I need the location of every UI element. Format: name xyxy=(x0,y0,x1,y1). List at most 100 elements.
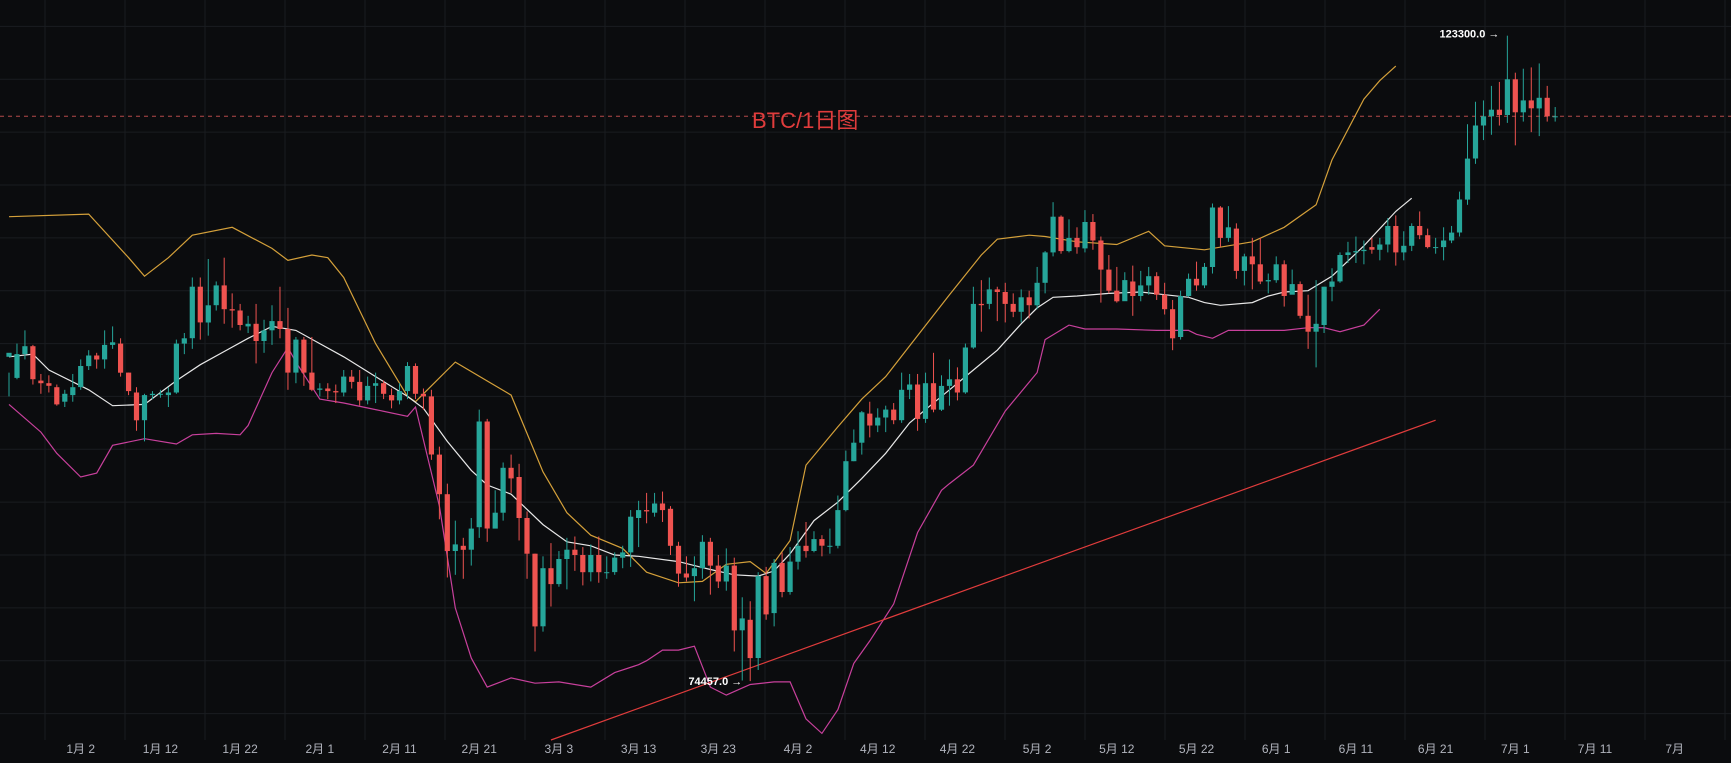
candle-body xyxy=(389,395,395,401)
x-tick-label: 6月 11 xyxy=(1339,742,1374,756)
candle xyxy=(1345,241,1351,263)
candle xyxy=(452,520,458,575)
candle xyxy=(70,373,76,402)
x-tick-label: 4月 12 xyxy=(860,742,896,756)
candle xyxy=(532,553,538,652)
candle xyxy=(301,336,307,386)
candle xyxy=(460,537,466,579)
candle-body xyxy=(1337,255,1343,282)
candle-body xyxy=(1082,222,1088,249)
candle xyxy=(1130,265,1136,316)
candle xyxy=(1385,218,1391,253)
candle xyxy=(373,372,379,404)
candle-body xyxy=(1488,109,1494,117)
candle-body xyxy=(165,392,171,396)
candle-body xyxy=(1138,285,1144,296)
candle xyxy=(1162,282,1168,315)
candle xyxy=(1417,211,1423,240)
candle xyxy=(1393,215,1399,266)
candle xyxy=(261,319,267,353)
candle-body xyxy=(476,421,482,528)
candle xyxy=(978,280,984,332)
candle-body xyxy=(1209,207,1216,267)
candle xyxy=(1114,266,1120,303)
candle-body xyxy=(779,562,785,592)
candle-body xyxy=(1313,323,1319,332)
candle xyxy=(1433,237,1439,254)
candle-body xyxy=(922,383,929,419)
candle-body xyxy=(962,347,968,393)
candle xyxy=(86,350,92,370)
candle-body xyxy=(373,383,379,386)
candle-body xyxy=(1377,244,1383,250)
candle xyxy=(604,556,610,579)
candle xyxy=(62,389,68,407)
candle-body xyxy=(1441,240,1447,248)
candle-body xyxy=(875,417,881,426)
candle xyxy=(644,492,650,524)
candle xyxy=(652,492,658,517)
high-arrow-icon: → xyxy=(1488,29,1499,41)
x-tick-label: 3月 23 xyxy=(701,742,737,756)
candle-body xyxy=(516,477,522,518)
candle-body xyxy=(213,285,219,306)
candle xyxy=(970,286,976,349)
candle-body xyxy=(436,454,442,495)
candle xyxy=(763,566,769,620)
x-tick-label: 3月 3 xyxy=(545,742,574,756)
candle xyxy=(1178,290,1184,340)
candle xyxy=(739,597,745,681)
candle-body xyxy=(1385,226,1391,245)
candle-body xyxy=(1050,216,1056,253)
candle xyxy=(811,531,817,553)
candle-body xyxy=(1098,240,1104,270)
candle-body xyxy=(1281,264,1287,296)
candle-body xyxy=(420,393,426,397)
candle-body xyxy=(444,494,450,551)
candle-body xyxy=(1464,158,1471,200)
candle xyxy=(253,303,259,364)
candle-body xyxy=(755,576,761,658)
x-tick-label: 2月 21 xyxy=(462,742,498,756)
candle xyxy=(771,558,777,627)
candle-body xyxy=(1178,296,1184,337)
x-tick-label: 5月 2 xyxy=(1023,742,1052,756)
candle xyxy=(827,528,833,554)
x-tick-label: 4月 22 xyxy=(940,742,976,756)
candle xyxy=(436,446,442,520)
candle xyxy=(157,389,163,398)
x-tick-label: 5月 12 xyxy=(1099,742,1135,756)
candle-body xyxy=(317,388,323,390)
candle-body xyxy=(771,562,777,614)
candle-body xyxy=(548,568,554,585)
candle xyxy=(181,333,187,355)
candle-body xyxy=(1504,79,1510,115)
candle xyxy=(1544,85,1550,122)
candle-body xyxy=(1106,269,1112,291)
candle-body xyxy=(675,545,682,574)
candle-body xyxy=(349,376,355,382)
candle xyxy=(30,344,36,385)
candle-body xyxy=(1193,278,1200,286)
candle-body xyxy=(612,557,618,573)
candle-body xyxy=(1544,97,1550,117)
candle xyxy=(707,537,713,595)
candle-body xyxy=(867,413,873,426)
candle-body xyxy=(859,412,865,443)
candle xyxy=(1146,266,1152,295)
candle-body xyxy=(357,381,363,401)
candle xyxy=(1193,261,1200,291)
candle xyxy=(922,372,929,423)
candle xyxy=(78,359,84,390)
candle xyxy=(1066,219,1072,253)
candle xyxy=(404,362,411,400)
candle-body xyxy=(1512,79,1518,113)
candle xyxy=(962,343,968,394)
candle-body xyxy=(667,508,674,546)
candle-body xyxy=(1425,235,1431,248)
candle xyxy=(1026,290,1032,319)
candle xyxy=(1305,294,1311,349)
candle-body xyxy=(986,289,992,304)
